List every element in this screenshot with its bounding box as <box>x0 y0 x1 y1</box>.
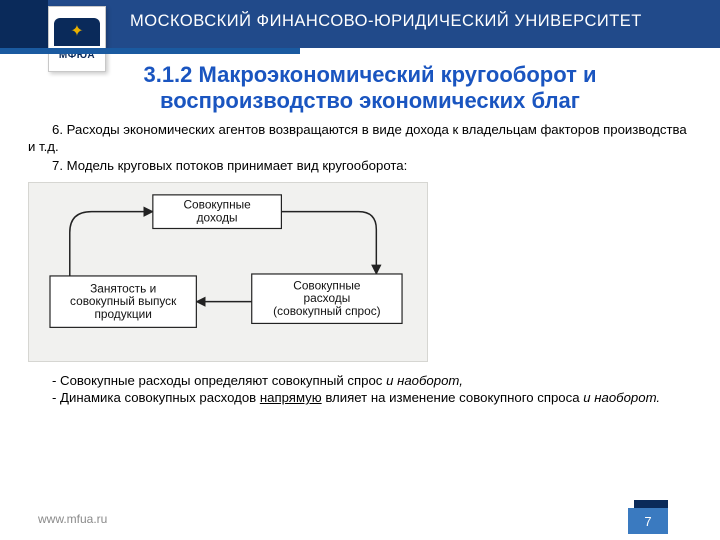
diagram-node-expense: Совокупныерасходы(совокупный спрос) <box>252 274 402 323</box>
section-title: 3.1.2 Макроэкономический кругооборот и в… <box>60 62 680 114</box>
diagram-node-income: Совокупныедоходы <box>153 195 282 229</box>
title-line-2: воспроизводство экономических благ <box>60 88 680 114</box>
diagram-node-employ: Занятость исовокупный выпускпродукции <box>50 276 196 327</box>
flow-diagram: Совокупныедоходы Занятость исовокупный вы… <box>28 182 428 362</box>
diagram-node-label: доходы <box>197 211 238 225</box>
header-strip <box>0 48 300 54</box>
paragraph-6: 6. Расходы экономических агентов возвращ… <box>28 122 692 156</box>
body-paragraphs: 6. Расходы экономических агентов возвращ… <box>28 122 692 177</box>
note-1-text: - Совокупные расходы определяют совокупн… <box>52 373 386 388</box>
diagram-node-label: (совокупный спрос) <box>273 304 381 318</box>
notes-block: - Совокупные расходы определяют совокупн… <box>28 372 692 406</box>
footer-url: www.mfua.ru <box>38 512 107 526</box>
note-2: - Динамика совокупных расходов напрямую … <box>28 389 692 406</box>
header-accent <box>0 0 48 48</box>
note-2-italic: и наоборот. <box>583 390 660 405</box>
page-number-badge: 7 <box>628 500 672 534</box>
diagram-edge <box>70 212 153 276</box>
diagram-svg: Совокупныедоходы Занятость исовокупный вы… <box>29 183 427 361</box>
diagram-edge <box>281 212 376 274</box>
university-name: МОСКОВСКИЙ ФИНАНСОВО-ЮРИДИЧЕСКИЙ УНИВЕРС… <box>130 12 642 31</box>
title-line-1: 3.1.2 Макроэкономический кругооборот и <box>60 62 680 88</box>
note-1-italic: и наоборот, <box>386 373 463 388</box>
note-2-mid: влияет на изменение совокупного спроса <box>322 390 584 405</box>
page-number: 7 <box>644 514 651 529</box>
logo-emblem: ✦ <box>54 18 100 46</box>
paragraph-7: 7. Модель круговых потоков принимает вид… <box>28 158 692 175</box>
note-2-underline: напрямую <box>260 390 322 405</box>
note-2-pre: - Динамика совокупных расходов <box>52 390 260 405</box>
diagram-node-label: продукции <box>94 307 151 321</box>
header-bar: ✦ МФЮА МОСКОВСКИЙ ФИНАНСОВО-ЮРИДИЧЕСКИЙ … <box>0 0 720 48</box>
note-1: - Совокупные расходы определяют совокупн… <box>28 372 692 389</box>
eagle-icon: ✦ <box>70 24 83 40</box>
badge-front: 7 <box>628 508 668 534</box>
